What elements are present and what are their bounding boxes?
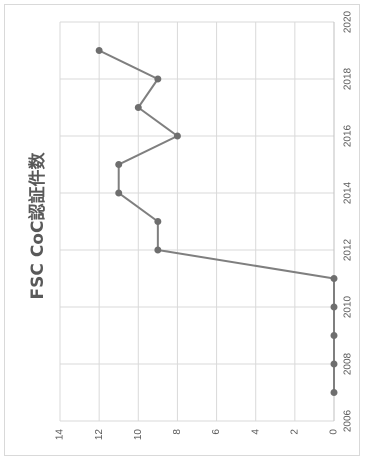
year-tick-label: 2014 — [343, 181, 354, 204]
year-tick-label: 2012 — [343, 238, 354, 261]
year-tick-label: 2016 — [343, 124, 354, 147]
grid-layer — [59, 21, 335, 422]
chart-title: FSC CoC認証件数 — [27, 152, 48, 300]
value-tick-label: 6 — [211, 429, 222, 435]
year-tick-label: 2020 — [343, 10, 354, 33]
data-point — [330, 389, 338, 396]
data-point — [154, 75, 162, 83]
data-point — [115, 189, 123, 197]
data-point — [330, 360, 338, 368]
data-point — [173, 132, 181, 140]
value-tick-label: 2 — [289, 429, 300, 435]
year-tick-label: 2006 — [343, 409, 354, 432]
data-point — [95, 47, 103, 54]
data-point — [154, 218, 162, 225]
series-layer — [95, 47, 338, 396]
value-tick-label: 8 — [172, 429, 183, 435]
data-point — [330, 332, 338, 339]
value-tick-label: 14 — [55, 429, 66, 441]
year-tick-label: 2010 — [343, 295, 354, 318]
year-tick-label: 2018 — [343, 67, 354, 90]
value-tick-label: 12 — [94, 429, 105, 441]
data-point — [134, 104, 142, 111]
data-point — [115, 161, 123, 168]
data-point — [330, 303, 338, 311]
data-point — [330, 275, 338, 282]
value-tick-label: 4 — [250, 429, 261, 435]
value-tick-label: 10 — [133, 429, 144, 441]
value-tick-label: 0 — [329, 429, 340, 435]
label-layer: 0 2 4 6 8 10 12 14 2006 2008 2010 2012 2014 2016 2018 2… — [55, 10, 354, 440]
year-tick-label: 2008 — [343, 352, 354, 375]
data-point — [154, 246, 162, 254]
